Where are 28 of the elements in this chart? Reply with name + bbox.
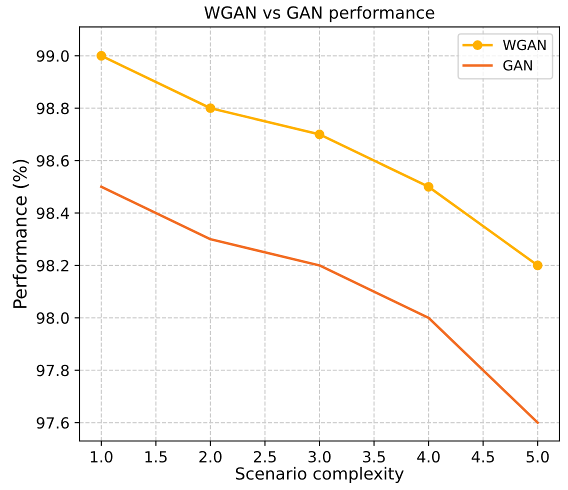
point bbox=[314, 130, 324, 140]
x-tick-label: 4.5 bbox=[472, 451, 494, 463]
x-tick-label: 1.0 bbox=[90, 450, 112, 463]
x-tick-label: 3.5 bbox=[363, 450, 385, 463]
x-tick-label: 2.5 bbox=[254, 450, 276, 463]
y-tick-label: 98.2 bbox=[36, 260, 68, 272]
y-tick-label: 98.4 bbox=[36, 207, 69, 220]
y-tick-label: 97.8 bbox=[36, 364, 69, 376]
line-series bbox=[100, 186, 539, 424]
legend-label: GAN bbox=[503, 60, 532, 71]
legend-label: WGAN bbox=[503, 40, 546, 50]
x-tick-label: 3.0 bbox=[308, 450, 331, 463]
y-axis-title: Performance (%) bbox=[12, 160, 29, 308]
point bbox=[96, 50, 106, 61]
y-tick-label: 97.6 bbox=[36, 417, 69, 429]
y-tick-label: 98.6 bbox=[36, 155, 69, 167]
x-axis-title: Scenario complexity bbox=[236, 466, 404, 484]
y-tick-label: 99.0 bbox=[36, 50, 69, 62]
x-tick-label: 1.5 bbox=[145, 451, 167, 463]
y-tick-label: 98.8 bbox=[36, 102, 69, 114]
x-tick-label: 5.0 bbox=[526, 450, 549, 463]
x-tick-label: 4.0 bbox=[417, 450, 440, 463]
point bbox=[424, 182, 434, 192]
point bbox=[206, 103, 216, 114]
x-tick-label: 2.0 bbox=[199, 450, 222, 463]
y-tick-label: 98.0 bbox=[36, 312, 69, 324]
chart-title: WGAN vs GAN performance bbox=[204, 6, 434, 22]
point bbox=[532, 260, 543, 270]
